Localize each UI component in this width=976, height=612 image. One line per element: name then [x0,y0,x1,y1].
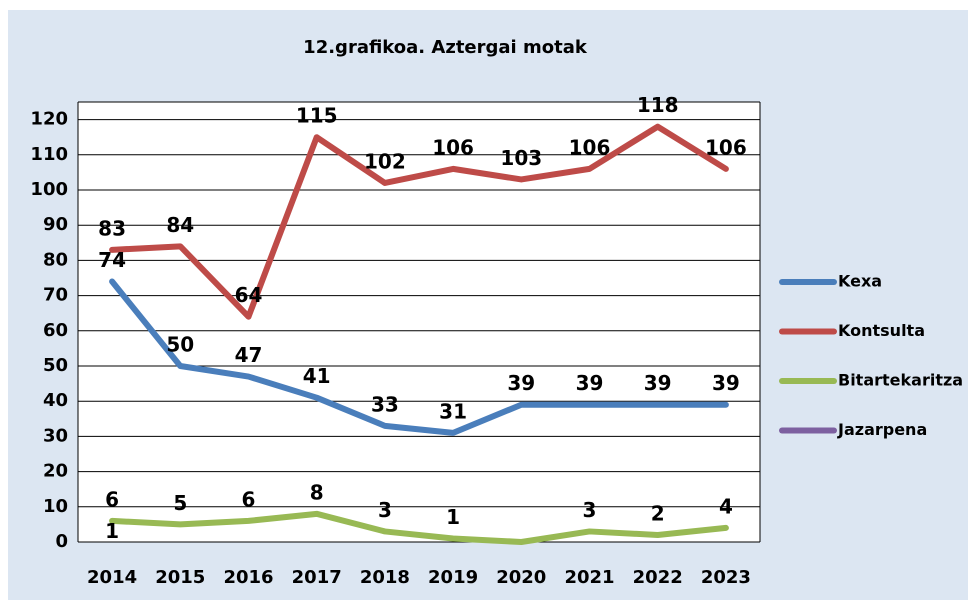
legend-label: Jazarpena [837,420,927,439]
x-tick-label: 2021 [564,567,614,588]
legend-label: Kexa [838,272,882,291]
y-tick-label: 10 [43,496,68,517]
data-label: 1 [446,505,460,529]
plot-area [78,102,760,542]
x-tick-label: 2017 [292,567,342,588]
y-tick-label: 50 [43,355,68,376]
data-label: 33 [371,392,399,416]
series-line [109,510,729,545]
data-label: 39 [712,371,740,395]
data-label: 64 [235,283,263,307]
data-label: 39 [644,371,672,395]
data-label: 6 [242,487,256,511]
series-line [109,278,729,436]
data-label: 106 [432,135,474,159]
data-label: 83 [98,216,126,240]
series-line [109,123,729,320]
data-label: 8 [310,480,324,504]
data-label: 50 [166,333,194,357]
data-label: 31 [439,399,467,423]
y-tick-label: 80 [43,249,68,270]
x-tick-label: 2015 [155,567,205,588]
data-label: 4 [719,494,733,518]
y-tick-label: 120 [30,109,68,130]
x-tick-label: 2014 [87,567,137,588]
legend-label: Kontsulta [838,321,925,340]
data-label: 5 [173,491,187,515]
legend-label: Bitartekaritza [838,371,963,390]
y-tick-label: 110 [30,144,68,165]
y-tick-label: 60 [43,320,68,341]
data-label: 1 [105,519,119,543]
x-tick-label: 2023 [701,567,751,588]
data-label: 6 [105,487,119,511]
x-tick-label: 2016 [223,567,273,588]
data-label: 2 [651,501,665,525]
y-tick-label: 30 [43,425,68,446]
chart-title: 12.grafikoa. Aztergai motak [303,37,588,58]
y-tick-label: 70 [43,285,68,306]
x-tick-label: 2018 [360,567,410,588]
data-label: 3 [583,498,597,522]
y-tick-label: 0 [55,531,68,552]
y-tick-label: 100 [30,179,68,200]
data-label: 3 [378,498,392,522]
y-tick-label: 20 [43,461,68,482]
data-label: 102 [364,149,406,173]
data-label: 106 [569,135,611,159]
data-label: 106 [705,135,747,159]
data-label: 118 [637,93,679,117]
data-label: 115 [296,104,338,128]
data-label: 39 [507,371,535,395]
data-label: 84 [166,213,194,237]
y-tick-label: 40 [43,390,68,411]
x-tick-label: 2020 [496,567,546,588]
data-label: 74 [98,248,126,272]
data-label: 39 [576,371,604,395]
data-label: 47 [235,343,263,367]
x-tick-label: 2022 [633,567,683,588]
data-label: 41 [303,364,331,388]
x-tick-label: 2019 [428,567,478,588]
y-tick-label: 90 [43,214,68,235]
data-label: 103 [500,146,542,170]
